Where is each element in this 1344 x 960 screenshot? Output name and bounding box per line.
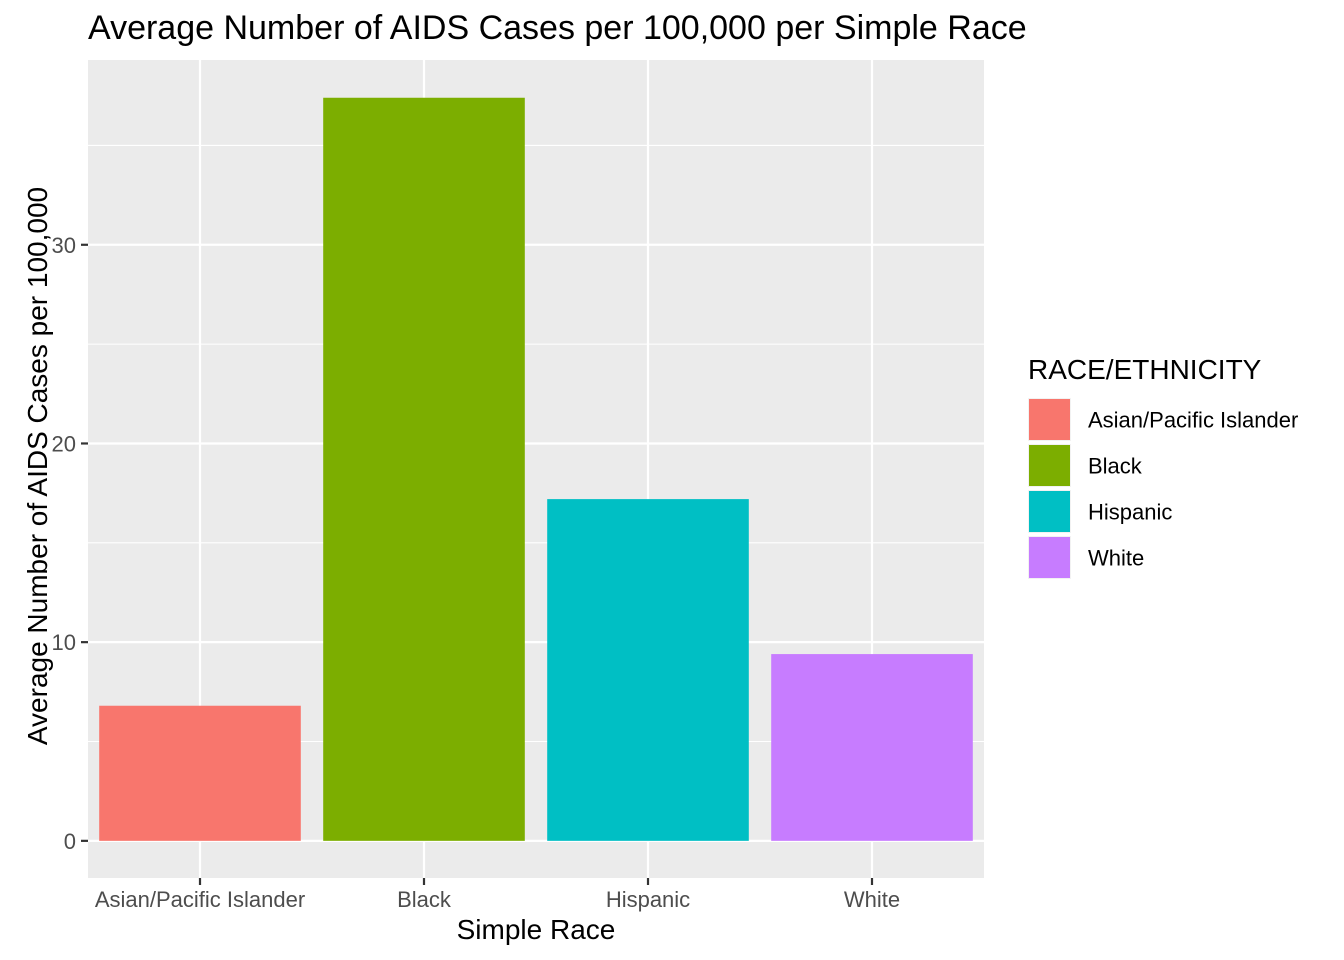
legend-label: White: [1088, 546, 1144, 571]
bar-hispanic: [547, 499, 749, 841]
y-tick-label: 30: [52, 233, 76, 258]
legend-swatch: [1029, 491, 1070, 532]
legend: RACE/ETHNICITY Asian/Pacific Islander Bla…: [1028, 354, 1298, 579]
legend-swatch: [1029, 537, 1070, 578]
legend-title: RACE/ETHNICITY: [1028, 354, 1262, 385]
x-axis-title: Simple Race: [457, 914, 616, 945]
x-tick-label: Asian/Pacific Islander: [95, 887, 305, 912]
x-tick-label: Hispanic: [606, 887, 690, 912]
x-axis: Asian/Pacific Islander Black Hispanic White: [95, 878, 900, 912]
y-axis: 0 10 20 30: [52, 233, 88, 854]
y-tick-label: 0: [64, 829, 76, 854]
y-tick-label: 10: [52, 630, 76, 655]
y-axis-title: Average Number of AIDS Cases per 100,000: [22, 187, 53, 745]
bars-group: [99, 97, 973, 841]
x-tick-label: Black: [397, 887, 452, 912]
bar-asian-pacific-islander: [99, 705, 301, 841]
chart-title: Average Number of AIDS Cases per 100,000…: [88, 9, 1027, 47]
legend-label: Asian/Pacific Islander: [1088, 408, 1298, 433]
x-tick-label: White: [844, 887, 900, 912]
legend-swatch: [1029, 399, 1070, 440]
legend-swatch: [1029, 445, 1070, 486]
y-tick-label: 20: [52, 431, 76, 456]
legend-label: Black: [1088, 454, 1143, 479]
bar-white: [771, 654, 973, 841]
bar-black: [323, 97, 525, 841]
legend-label: Hispanic: [1088, 500, 1172, 525]
